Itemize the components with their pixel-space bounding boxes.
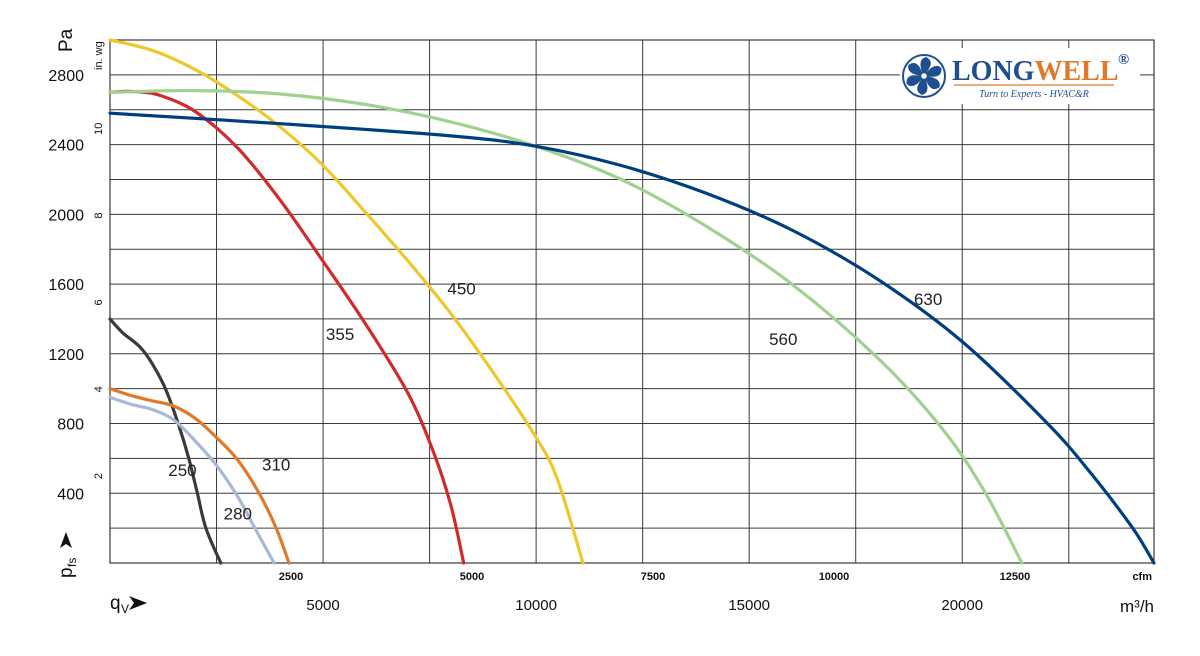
x-unit-m3h: m³/h xyxy=(1120,597,1154,616)
series-line-280 xyxy=(108,395,276,565)
x-unit-cfm: cfm xyxy=(1132,571,1152,583)
y-tick-label: 2800 xyxy=(48,68,84,85)
series-label-280: 280 xyxy=(224,504,252,523)
fan-logo-icon xyxy=(902,54,946,98)
x-tick-labels-cfm: 2500 5000 7500 10000 12500 xyxy=(279,571,1031,583)
qv-label-main: q xyxy=(110,593,121,614)
y-tick-labels: 400 800 1200 1600 2000 2400 2800 xyxy=(48,68,84,503)
logo-registered-mark: ® xyxy=(1118,52,1129,68)
qv-arrow-icon xyxy=(129,596,147,610)
series-line-250 xyxy=(108,317,223,565)
x-tick-labels-m3h: 5000 10000 15000 20000 xyxy=(306,597,983,614)
pfs-label-main: p xyxy=(56,567,77,578)
x-tick-label-m3h: 15000 xyxy=(728,597,770,614)
logo-name-part1: LONG xyxy=(952,56,1035,87)
curves xyxy=(108,38,1156,565)
y-tick-label-inwg: 8 xyxy=(93,213,105,219)
pfs-axis-label: p fs xyxy=(56,532,79,578)
plot-frame xyxy=(109,39,1155,564)
logo-name-part2: WELL xyxy=(1034,56,1118,87)
longwell-logo: LONGWELL ® Turn to Experts - HVAC&R xyxy=(900,48,1140,104)
series-labels: 250 280 310 355 450 560 630 xyxy=(168,280,942,524)
series-label-630: 630 xyxy=(914,290,942,309)
series-label-450: 450 xyxy=(447,280,475,299)
y-axis-label: Pa xyxy=(56,28,77,52)
x-tick-label-cfm: 10000 xyxy=(819,571,850,583)
series-line-355 xyxy=(108,89,466,565)
series-line-630 xyxy=(108,111,1156,565)
logo-background xyxy=(900,48,1140,104)
series-label-310: 310 xyxy=(262,456,290,475)
y-axis-label-secondary: in. wg xyxy=(93,41,105,70)
series-line-450 xyxy=(108,38,585,565)
x-tick-label-cfm: 5000 xyxy=(460,571,484,583)
series-label-560: 560 xyxy=(769,330,797,349)
y-tick-label-inwg: 2 xyxy=(93,473,105,479)
grid xyxy=(110,40,1154,563)
logo-tagline: Turn to Experts - HVAC&R xyxy=(979,89,1089,100)
series-line-560 xyxy=(108,88,1024,565)
y-tick-label-inwg: 4 xyxy=(93,386,105,392)
logo-name: LONGWELL xyxy=(952,56,1119,87)
series-label-250: 250 xyxy=(168,461,196,480)
y-tick-label-inwg: 6 xyxy=(93,299,105,305)
pfs-label-sub: fs xyxy=(65,558,79,567)
y-tick-label: 1600 xyxy=(48,277,84,294)
series-line-310 xyxy=(108,387,291,565)
x-tick-label-m3h: 5000 xyxy=(306,597,339,614)
y-tick-label: 2000 xyxy=(48,207,84,224)
x-tick-label-m3h: 10000 xyxy=(515,597,557,614)
x-tick-label-cfm: 12500 xyxy=(1000,571,1031,583)
x-tick-label-cfm: 2500 xyxy=(279,571,303,583)
x-tick-label-m3h: 20000 xyxy=(941,597,983,614)
y-tick-label: 1200 xyxy=(48,347,84,364)
y-tick-label: 2400 xyxy=(48,138,84,155)
y-tick-label: 400 xyxy=(57,486,84,503)
y-tick-label: 800 xyxy=(57,417,84,434)
y-tick-label-inwg: 10 xyxy=(93,123,105,135)
series-label-355: 355 xyxy=(326,325,354,344)
y-tick-labels-inwg: 2 4 6 8 10 xyxy=(93,123,105,480)
pfs-arrow-icon xyxy=(60,532,72,548)
x-tick-label-cfm: 7500 xyxy=(641,571,665,583)
qv-label-sub: V xyxy=(121,602,129,616)
qv-axis-label: q V xyxy=(110,593,147,616)
